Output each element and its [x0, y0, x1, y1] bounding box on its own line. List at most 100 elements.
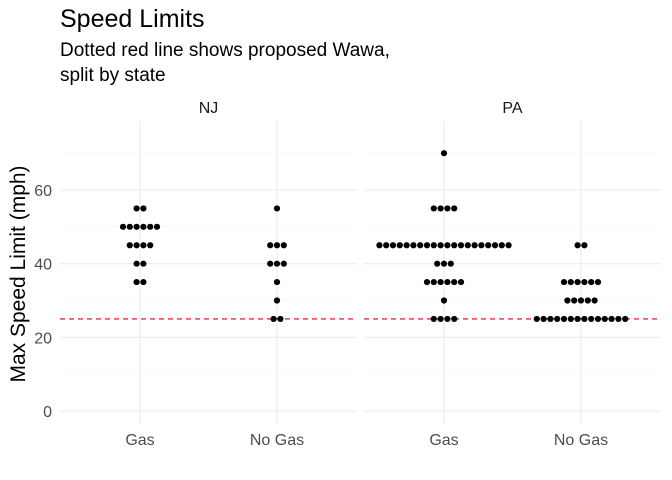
- data-point: [133, 205, 140, 212]
- data-point: [267, 242, 274, 249]
- facet-panels: NJ Gas No Gas PA Gas No Gas 0 20 40 60: [34, 100, 661, 449]
- data-point: [133, 223, 140, 230]
- data-point: [615, 315, 622, 323]
- x-tick-label: Gas: [429, 432, 458, 449]
- data-point: [153, 223, 161, 230]
- x-tick-label: No Gas: [554, 432, 608, 449]
- data-point: [126, 242, 133, 249]
- x-tick-label: No Gas: [250, 432, 304, 449]
- data-point: [140, 260, 147, 267]
- data-point: [280, 260, 287, 267]
- data-point: [430, 242, 437, 249]
- data-point: [577, 297, 585, 304]
- data-point: [396, 242, 403, 249]
- data-point: [567, 278, 574, 286]
- data-point: [430, 205, 437, 212]
- data-point: [622, 315, 629, 323]
- data-point: [533, 315, 540, 323]
- data-point: [451, 205, 458, 212]
- data-point: [498, 242, 505, 249]
- y-tick-label: 40: [34, 257, 52, 274]
- data-point: [267, 260, 274, 267]
- data-point: [273, 278, 281, 286]
- data-point: [478, 242, 485, 249]
- data-point: [140, 242, 147, 249]
- data-point: [471, 242, 478, 249]
- data-point: [451, 242, 458, 249]
- chart-subtitle-line-1: Dotted red line shows proposed Wawa,: [60, 40, 390, 61]
- data-point: [140, 278, 147, 286]
- data-point: [584, 297, 591, 304]
- y-axis-label: Max Speed Limit (mph): [7, 165, 30, 382]
- data-point: [140, 205, 147, 212]
- data-point: [423, 242, 431, 249]
- data-point: [560, 278, 568, 286]
- data-point: [591, 297, 598, 304]
- data-point: [389, 242, 397, 249]
- data-point: [608, 315, 615, 323]
- data-point: [403, 242, 410, 249]
- data-point: [437, 315, 444, 323]
- data-point: [140, 223, 147, 230]
- data-point: [457, 278, 465, 286]
- data-point: [430, 315, 437, 323]
- y-tick-label: 0: [43, 404, 52, 421]
- data-point: [447, 260, 454, 267]
- data-point: [119, 223, 127, 230]
- data-point: [588, 315, 595, 323]
- data-point: [444, 278, 451, 286]
- data-point: [126, 223, 133, 230]
- data-point: [491, 242, 499, 249]
- data-point: [574, 278, 581, 286]
- data-point: [147, 242, 154, 249]
- data-point: [280, 242, 287, 249]
- data-point: [440, 297, 448, 304]
- data-point: [588, 278, 595, 286]
- data-point: [423, 278, 431, 286]
- data-point: [383, 242, 390, 249]
- data-point: [277, 315, 284, 323]
- data-point: [434, 260, 441, 267]
- data-point: [133, 260, 140, 267]
- data-point: [594, 278, 602, 286]
- data-point: [133, 242, 140, 249]
- data-point: [564, 297, 571, 304]
- data-point: [485, 242, 492, 249]
- data-point: [581, 278, 588, 286]
- x-tick-label: Gas: [125, 432, 154, 449]
- data-point: [574, 242, 581, 249]
- data-point: [273, 242, 281, 249]
- data-point: [560, 315, 568, 323]
- data-point: [547, 315, 554, 323]
- data-point: [376, 242, 383, 249]
- data-point: [451, 278, 458, 286]
- data-point: [571, 297, 578, 304]
- facet-strip-label: NJ: [199, 100, 219, 117]
- data-point: [505, 242, 512, 249]
- data-point: [594, 315, 602, 323]
- data-point: [444, 315, 451, 323]
- data-point: [574, 315, 581, 323]
- data-point: [410, 242, 417, 249]
- data-point: [133, 278, 140, 286]
- data-point: [581, 242, 588, 249]
- data-point: [601, 315, 608, 323]
- data-point: [437, 242, 444, 249]
- data-point: [581, 315, 588, 323]
- data-point: [567, 315, 574, 323]
- data-point: [437, 205, 444, 212]
- y-tick-label: 20: [34, 330, 52, 347]
- data-point: [273, 297, 281, 304]
- chart-title: Speed Limits: [60, 5, 205, 33]
- data-point: [147, 223, 154, 230]
- data-point: [430, 278, 437, 286]
- data-point: [440, 150, 448, 157]
- data-point: [451, 315, 458, 323]
- data-point: [444, 205, 451, 212]
- y-tick-label: 60: [34, 183, 52, 200]
- data-point: [437, 278, 444, 286]
- data-point: [540, 315, 547, 323]
- data-point: [273, 205, 281, 212]
- facet-panel-pa: PA Gas No Gas: [364, 100, 661, 449]
